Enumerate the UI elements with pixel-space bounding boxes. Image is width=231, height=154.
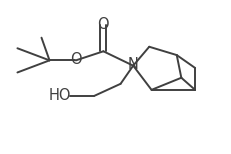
Text: O: O: [70, 52, 81, 67]
Text: HO: HO: [48, 88, 71, 103]
Text: O: O: [97, 17, 109, 32]
Text: N: N: [127, 57, 138, 72]
